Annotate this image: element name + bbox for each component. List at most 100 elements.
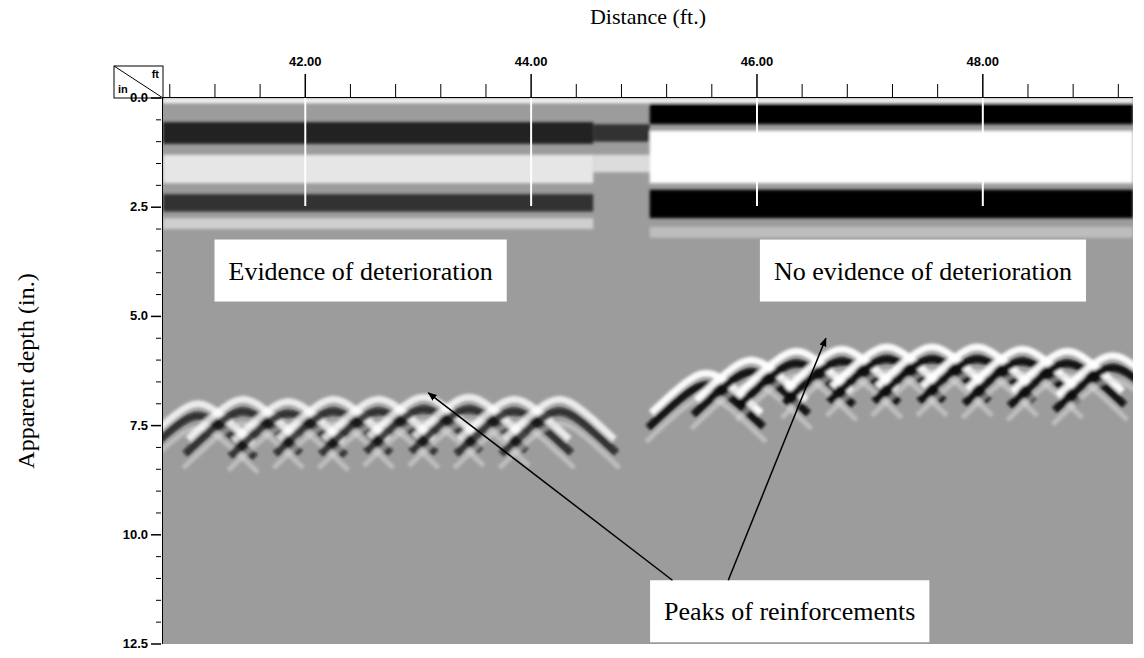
y-minor-tick	[156, 360, 161, 361]
y-tick-label: 7.5	[130, 418, 148, 433]
y-tick	[151, 534, 161, 536]
x-minor-tick	[260, 84, 261, 98]
peak-bright	[1058, 356, 1133, 396]
x-minor-tick	[711, 84, 712, 98]
y-minor-tick	[156, 294, 161, 295]
x-tick-label: 46.00	[741, 54, 774, 69]
x-minor-tick	[1073, 84, 1074, 98]
y-minor-tick	[156, 469, 161, 470]
plot-background	[163, 98, 1133, 644]
y-tick-label: 5.0	[130, 308, 148, 323]
peak-dark	[501, 412, 616, 455]
y-minor-tick	[156, 250, 161, 251]
y-tick-label: 12.5	[123, 636, 148, 651]
y-minor-tick	[156, 556, 161, 557]
x-minor-tick	[440, 84, 441, 98]
y-tick-label: 2.5	[130, 199, 148, 214]
reinforcement-peak	[1053, 356, 1133, 425]
x-tick	[305, 74, 307, 98]
y-minor-tick	[156, 272, 161, 273]
y-tick	[151, 97, 161, 99]
annotation-text: No evidence of deterioration	[774, 257, 1072, 286]
reflection-layer	[163, 122, 593, 144]
reinforcement-peak	[499, 399, 619, 468]
x-minor-tick	[847, 84, 848, 98]
tick-guide	[756, 98, 758, 206]
reflection-layer	[650, 190, 1133, 218]
plot-area	[163, 98, 1133, 472]
x-minor-tick	[214, 84, 215, 98]
x-minor-tick	[621, 84, 622, 98]
x-axis-line	[163, 97, 1133, 98]
annotation-arrow	[728, 338, 826, 580]
y-tick-label: 0.0	[130, 90, 148, 105]
reflection-layer	[593, 124, 649, 141]
y-minor-tick	[156, 163, 161, 164]
reflection-layer	[163, 155, 593, 183]
x-minor-tick	[576, 84, 577, 98]
y-minor-tick	[156, 141, 161, 142]
x-minor-tick	[395, 84, 396, 98]
x-minor-tick	[892, 84, 893, 98]
x-minor-tick	[666, 84, 667, 98]
x-tick	[530, 74, 532, 98]
y-tick	[151, 206, 161, 208]
y-axis-line	[162, 98, 163, 644]
annotations: Evidence of deterioration No evidence of …	[215, 240, 1087, 643]
reflection-layer	[163, 98, 1133, 103]
tick-guide	[530, 98, 532, 206]
annotation: Evidence of deterioration	[215, 240, 507, 302]
y-minor-tick	[156, 229, 161, 230]
radar-content	[163, 98, 1133, 472]
title: Distance (ft.)	[590, 4, 706, 29]
corner-label: ft	[152, 68, 160, 80]
annotation-box	[650, 580, 929, 642]
corner-label: in	[118, 83, 128, 95]
y-minor-tick	[156, 119, 161, 120]
peak-bright	[504, 399, 614, 439]
reflection-layer	[593, 155, 649, 172]
y-minor-tick	[156, 403, 161, 404]
x-minor-tick	[802, 84, 803, 98]
annotation-box	[215, 240, 507, 302]
annotation-text: Peaks of reinforcements	[664, 597, 915, 626]
annotation-text: Evidence of deterioration	[229, 257, 493, 286]
y-tick	[151, 316, 161, 318]
x-minor-tick	[169, 84, 170, 98]
y-minor-tick	[156, 622, 161, 623]
x-minor-tick	[1027, 84, 1028, 98]
y-tick-label: 10.0	[123, 527, 148, 542]
tick-guide	[982, 98, 984, 206]
x-minor-tick	[1118, 84, 1119, 98]
x-tick	[756, 74, 758, 98]
x-minor-tick	[350, 84, 351, 98]
y-minor-tick	[156, 512, 161, 513]
y-axis-title: Apparent depth (in.)	[13, 273, 39, 468]
y-minor-tick	[156, 578, 161, 579]
annotation: Peaks of reinforcements	[650, 580, 929, 642]
y-minor-tick	[156, 381, 161, 382]
reflection-layer	[650, 100, 1133, 124]
annotation: No evidence of deterioration	[760, 240, 1086, 302]
tick-guide	[304, 98, 306, 206]
y-minor-tick	[156, 185, 161, 186]
x-minor-tick	[937, 84, 938, 98]
y-minor-tick	[156, 600, 161, 601]
x-minor-tick	[485, 84, 486, 98]
y-minor-tick	[156, 447, 161, 448]
annotation-arrow	[428, 393, 672, 580]
annotation-box	[760, 240, 1086, 302]
y-minor-tick	[156, 491, 161, 492]
y-tick	[151, 643, 161, 645]
reflection-layer	[650, 131, 1133, 183]
x-tick-label: 44.00	[515, 54, 548, 69]
x-tick-label: 48.00	[967, 54, 1000, 69]
x-tick-label: 42.00	[289, 54, 322, 69]
reflection-layer	[163, 194, 593, 211]
y-tick	[151, 425, 161, 427]
reflection-layer	[163, 218, 593, 229]
y-minor-tick	[156, 338, 161, 339]
x-tick	[982, 74, 984, 98]
chart: Distance (ft.) 42.00 44.00 46.00 48.00 ft in0.…	[0, 0, 1144, 658]
reflection-layer	[650, 227, 1133, 238]
